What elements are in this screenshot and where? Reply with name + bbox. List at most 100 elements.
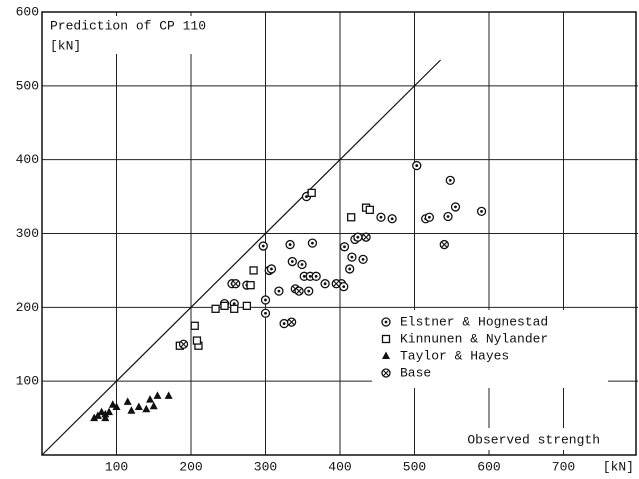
point	[149, 401, 158, 410]
point	[304, 286, 314, 296]
point	[443, 211, 453, 222]
marker-shape	[146, 395, 155, 403]
point	[381, 317, 391, 327]
marker-shape	[381, 334, 391, 344]
x-tick-label: [kN]	[603, 459, 634, 474]
marker-shape	[220, 301, 229, 311]
marker-dot	[308, 274, 312, 278]
marker-dot	[300, 263, 304, 266]
marker-shape	[142, 404, 151, 413]
point	[260, 308, 271, 318]
point	[146, 395, 155, 403]
marker-dot	[232, 302, 236, 306]
point	[307, 238, 318, 248]
point	[142, 404, 151, 413]
point	[127, 406, 136, 414]
marker-dot	[446, 215, 450, 218]
point	[230, 304, 239, 313]
marker-shape	[127, 406, 136, 414]
marker-shape	[382, 351, 390, 359]
point	[123, 397, 132, 405]
marker-dot	[282, 322, 286, 325]
marker-dot	[356, 235, 360, 239]
x-tick-label: 100	[105, 459, 128, 474]
x-tick-label: 600	[477, 459, 500, 474]
point	[476, 206, 487, 217]
x-axis-label: Observed strength	[467, 432, 600, 447]
point	[211, 304, 220, 313]
point	[286, 317, 297, 327]
marker-cross	[441, 241, 448, 248]
point	[249, 266, 258, 275]
marker-dot	[270, 267, 273, 271]
point	[345, 264, 355, 274]
point	[178, 339, 189, 349]
point	[387, 214, 397, 224]
point	[287, 256, 297, 267]
legend-label: Taylor & Hayes	[400, 348, 509, 363]
marker-dot	[348, 267, 352, 271]
marker-dot	[323, 282, 327, 286]
marker-shape	[153, 391, 162, 399]
point	[294, 286, 304, 296]
y-tick-label: 100	[16, 374, 39, 389]
marker-shape	[192, 336, 202, 345]
y-tick-label: 500	[16, 78, 39, 93]
legend-label: Base	[400, 365, 431, 380]
point	[274, 286, 284, 296]
x-tick-label: 700	[552, 459, 575, 474]
x-tick-label: 300	[254, 459, 277, 474]
diagonal-line	[41, 59, 441, 456]
point	[450, 202, 461, 212]
point	[439, 239, 449, 250]
point	[192, 336, 202, 345]
marker-dot	[361, 257, 365, 261]
point	[382, 351, 390, 359]
marker-shape	[365, 205, 374, 215]
point	[381, 334, 391, 344]
legend-label: Elstner & Hognestad	[400, 314, 548, 329]
marker-dot	[314, 274, 318, 278]
point	[242, 301, 252, 311]
point	[331, 279, 341, 289]
point	[101, 413, 110, 422]
marker-shape	[101, 413, 110, 422]
y-tick-label: 200	[16, 300, 39, 315]
marker-shape	[347, 213, 356, 222]
legend: Elstner & Hognestad Kinnunen & Nylander Ta…	[372, 310, 608, 388]
point	[307, 188, 316, 198]
x-label-backing	[452, 428, 608, 450]
point	[220, 301, 229, 311]
marker-dot	[261, 244, 265, 248]
point	[112, 402, 121, 411]
marker-dot	[384, 320, 388, 324]
marker-dot	[415, 164, 419, 167]
marker-cross	[363, 234, 370, 241]
marker-shape	[112, 402, 121, 411]
marker-dot	[264, 311, 267, 315]
marker-dot	[390, 217, 394, 221]
x-tick-label: 400	[328, 459, 351, 474]
point	[381, 368, 391, 378]
y-tick-label: 400	[16, 152, 39, 167]
point	[347, 213, 356, 222]
point	[260, 295, 271, 305]
point	[190, 321, 199, 330]
x-tick-label: 200	[179, 459, 202, 474]
marker-dot	[305, 195, 308, 198]
marker-shape	[123, 397, 132, 405]
point	[339, 282, 349, 292]
point	[231, 279, 241, 289]
point	[412, 160, 422, 171]
marker-dot	[454, 205, 457, 209]
marker-dot	[343, 245, 346, 249]
point	[347, 252, 357, 262]
y-unit: [kN]	[50, 38, 81, 53]
marker-dot	[264, 298, 267, 302]
marker-shape	[164, 391, 173, 399]
y-tick-label: 600	[16, 4, 39, 19]
marker-dot	[288, 243, 292, 246]
marker-cross	[383, 370, 389, 376]
marker-shape	[134, 402, 143, 411]
marker-shape	[307, 188, 316, 198]
